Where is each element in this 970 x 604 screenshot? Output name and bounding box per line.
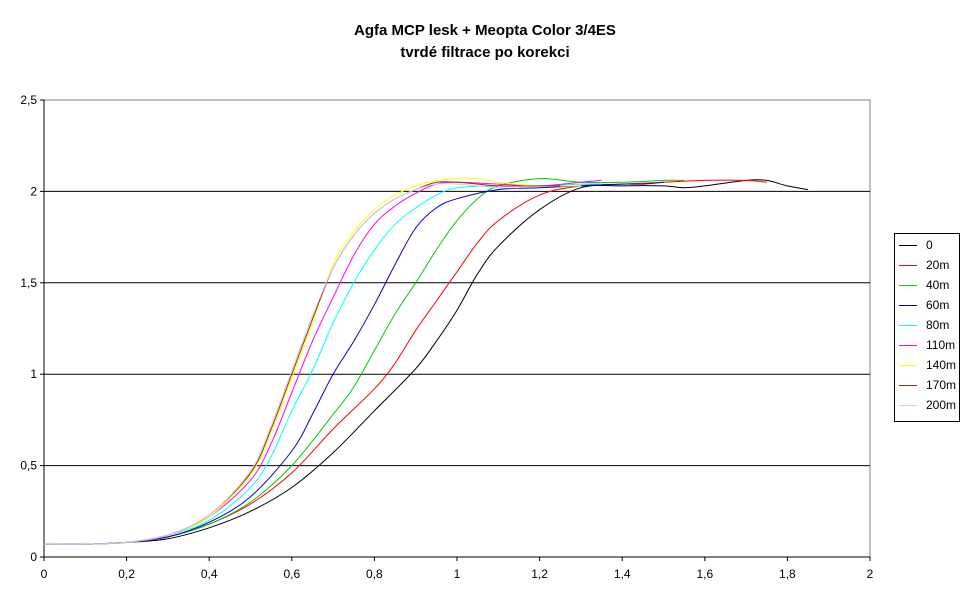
legend-swatch xyxy=(899,285,917,286)
y-tick-label: 1 xyxy=(30,367,37,381)
x-tick-label: 1,8 xyxy=(779,567,796,581)
legend-label: 140m xyxy=(926,358,957,372)
legend-item: 40m xyxy=(899,277,959,295)
y-tick-label: 2 xyxy=(30,184,37,198)
legend-item: 0 xyxy=(899,237,959,255)
legend-label: 40m xyxy=(926,278,950,292)
legend-item: 60m xyxy=(899,297,959,315)
x-tick-label: 0,4 xyxy=(201,567,218,581)
legend-item: 80m xyxy=(899,317,959,335)
legend-item: 200m xyxy=(899,397,959,415)
legend-item: 140m xyxy=(899,357,959,375)
legend-label: 170m xyxy=(926,378,957,392)
legend-swatch xyxy=(899,405,917,406)
x-tick-label: 0 xyxy=(41,567,48,581)
x-tick-label: 2 xyxy=(867,567,874,581)
plot-frame xyxy=(43,99,871,558)
series-line-200m xyxy=(43,183,520,545)
x-tick-label: 0,2 xyxy=(118,567,135,581)
legend-label: 80m xyxy=(926,318,950,332)
legend-item: 20m xyxy=(899,257,959,275)
legend-item: 110m xyxy=(899,337,959,355)
legend-swatch xyxy=(899,245,917,246)
y-tick-label: 0,5 xyxy=(20,459,37,473)
y-tick-label: 2,5 xyxy=(20,93,37,107)
y-tick-label: 1,5 xyxy=(20,276,37,290)
legend-swatch xyxy=(899,305,917,306)
chart-subtitle: tvrdé filtrace po korekci xyxy=(400,44,570,61)
legend: 0 20m 40m 60m 80m 110m 140m 170m 200m xyxy=(894,233,960,422)
series-line-0 xyxy=(43,179,809,545)
legend-label: 200m xyxy=(926,398,957,412)
legend-swatch xyxy=(899,365,917,366)
x-tick-label: 0,8 xyxy=(366,567,383,581)
legend-label: 0 xyxy=(926,238,933,252)
legend-item: 170m xyxy=(899,377,959,395)
legend-swatch xyxy=(899,345,917,346)
chart-title: Agfa MCP lesk + Meopta Color 3/4ES xyxy=(354,22,616,39)
legend-swatch xyxy=(899,325,917,326)
x-tick-label: 1 xyxy=(454,567,461,581)
x-tick-label: 1,4 xyxy=(614,567,631,581)
legend-label: 110m xyxy=(926,338,956,352)
y-tick-label: 0 xyxy=(30,550,37,564)
x-tick-label: 1,2 xyxy=(531,567,548,581)
x-tick-label: 0,6 xyxy=(283,567,300,581)
legend-label: 20m xyxy=(926,258,950,272)
x-tick-label: 1,6 xyxy=(696,567,713,581)
legend-swatch xyxy=(899,265,917,266)
legend-label: 60m xyxy=(926,298,950,312)
legend-swatch xyxy=(899,385,917,386)
